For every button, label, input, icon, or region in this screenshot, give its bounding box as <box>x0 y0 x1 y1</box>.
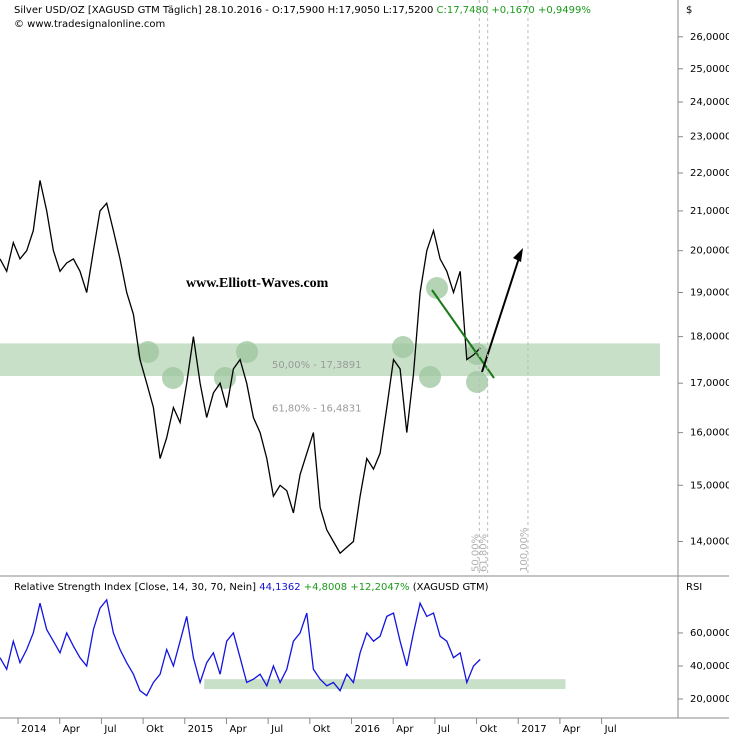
arrows <box>431 248 523 379</box>
highlight-circle <box>137 341 159 363</box>
x-tick-label: 2015 <box>188 724 213 735</box>
time-fib-label: 61,80% <box>479 534 490 572</box>
header-part: 44,1362 <box>259 582 304 593</box>
x-tick-label: Jul <box>270 724 283 735</box>
highlight-circle <box>419 366 441 388</box>
rsi-axis-title: RSI <box>686 582 702 593</box>
y-tick-label: 20,0000 <box>690 694 729 705</box>
arrow-head <box>513 248 523 262</box>
series-line <box>0 180 481 555</box>
fib-label: 50,00% - 17,3891 <box>272 360 361 371</box>
x-tick-label: Apr <box>229 724 247 735</box>
x-tick-label: 2017 <box>521 724 546 735</box>
y-tick-label: 60,0000 <box>690 628 729 639</box>
header-part: +4,8008 +12,2047% <box>304 582 413 593</box>
trend-line <box>431 289 495 379</box>
y-tick-label: 16,0000 <box>690 428 729 439</box>
highlight-circle <box>236 341 258 363</box>
series-line <box>0 598 481 697</box>
zone <box>0 343 660 377</box>
y-tick-label: 18,0000 <box>690 332 729 343</box>
header-part: Silver USD/OZ [XAGUSD GTM Täglich] 28.10… <box>14 5 437 16</box>
x-tick-label: Apr <box>563 724 581 735</box>
header-part: Relative Strength Index [Close, 14, 30, … <box>14 582 259 593</box>
x-tick-label: Jul <box>437 724 450 735</box>
x-tick-label: Jul <box>103 724 116 735</box>
x-tick-label: Jul <box>604 724 617 735</box>
y-tick-label: 25,0000 <box>690 64 729 75</box>
highlight-circle <box>466 371 488 393</box>
y-tick-label: 22,0000 <box>690 168 729 179</box>
fib-label: 61,80% - 16,4831 <box>272 403 361 414</box>
header-part: (XAGUSD GTM) <box>413 582 489 593</box>
y-tick-label: 23,0000 <box>690 132 729 143</box>
y-tick-label: 24,0000 <box>690 97 729 108</box>
y-tick-label: 14,0000 <box>690 537 729 548</box>
chart-header: Silver USD/OZ [XAGUSD GTM Täglich] 28.10… <box>14 5 591 16</box>
y-tick-label: 17,0000 <box>690 378 729 389</box>
y-tick-label: 40,0000 <box>690 661 729 672</box>
x-tick-label: Okt <box>146 724 164 735</box>
x-tick-label: 2014 <box>21 724 46 735</box>
highlight-circle <box>426 277 448 299</box>
y-axis-title: $ <box>686 5 692 16</box>
x-tick-label: Apr <box>63 724 81 735</box>
forecast-arrow <box>481 257 520 373</box>
copyright: © www.tradesignalonline.com <box>14 19 165 30</box>
time-fib-label: 50,00% <box>470 534 481 572</box>
y-tick-label: 19,0000 <box>690 288 729 299</box>
watermark: www.Elliott-Waves.com <box>186 276 329 291</box>
zone <box>204 679 566 690</box>
y-tick-label: 21,0000 <box>690 206 729 217</box>
highlight-circle <box>392 336 414 358</box>
y-tick-label: 26,0000 <box>690 32 729 43</box>
x-tick-label: 2016 <box>355 724 380 735</box>
rsi-header: Relative Strength Index [Close, 14, 30, … <box>14 582 489 593</box>
header-part: C:17,7480 +0,1670 +0,9499% <box>437 5 591 16</box>
x-tick-label: Okt <box>480 724 498 735</box>
y-tick-label: 20,0000 <box>690 246 729 257</box>
y-tick-label: 15,0000 <box>690 480 729 491</box>
time-fib-label: 100,00% <box>519 528 530 573</box>
highlight-circle <box>162 367 184 389</box>
x-tick-label: Apr <box>396 724 414 735</box>
x-tick-label: Okt <box>313 724 331 735</box>
